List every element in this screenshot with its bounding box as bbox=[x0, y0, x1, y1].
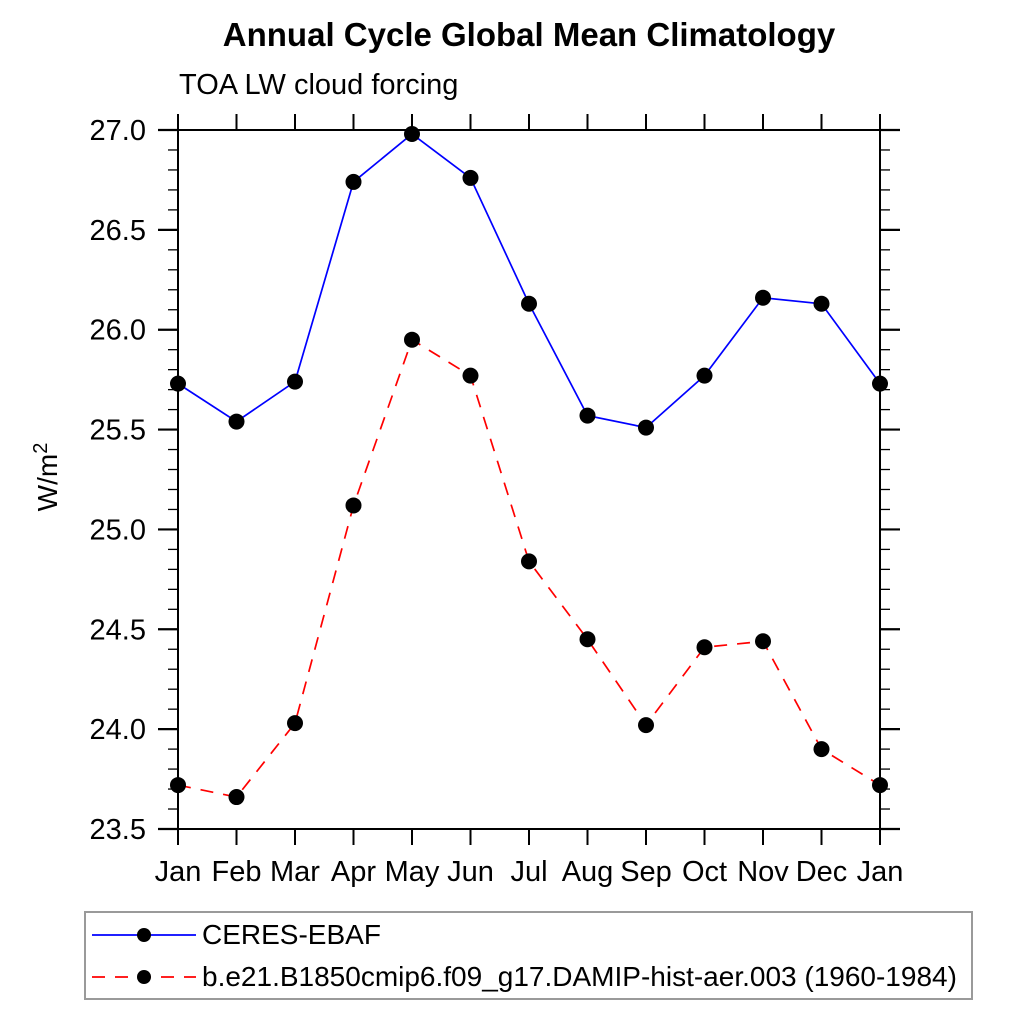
svg-text:24.5: 24.5 bbox=[90, 614, 146, 646]
svg-text:26.5: 26.5 bbox=[90, 215, 146, 247]
svg-text:Jan: Jan bbox=[857, 856, 904, 888]
legend-line-sample-ceres bbox=[92, 927, 196, 942]
legend-box: CERES-EBAF b.e21.B1850cmip6.f09_g17.DAMI… bbox=[84, 911, 973, 1000]
svg-text:Mar: Mar bbox=[270, 856, 320, 888]
svg-text:26.0: 26.0 bbox=[90, 315, 146, 347]
legend-label-ceres: CERES-EBAF bbox=[202, 918, 381, 950]
svg-text:Oct: Oct bbox=[682, 856, 727, 888]
legend-entry-model: b.e21.B1850cmip6.f09_g17.DAMIP-hist-aer.… bbox=[90, 956, 971, 998]
svg-text:Nov: Nov bbox=[737, 856, 789, 888]
svg-text:Jun: Jun bbox=[447, 856, 494, 888]
svg-text:Dec: Dec bbox=[796, 856, 848, 888]
svg-text:25.5: 25.5 bbox=[90, 415, 146, 447]
svg-text:23.5: 23.5 bbox=[90, 814, 146, 846]
svg-text:Apr: Apr bbox=[331, 856, 376, 888]
svg-text:W/m2: W/m2 bbox=[30, 443, 63, 512]
svg-text:Aug: Aug bbox=[562, 856, 614, 888]
svg-text:25.0: 25.0 bbox=[90, 514, 146, 546]
chart-title: Annual Cycle Global Mean Climatology bbox=[222, 16, 836, 53]
svg-text:Sep: Sep bbox=[620, 856, 672, 888]
svg-text:Jul: Jul bbox=[510, 856, 547, 888]
svg-text:Feb: Feb bbox=[212, 856, 262, 888]
svg-text:May: May bbox=[385, 856, 440, 888]
chart-subtitle: TOA LW cloud forcing bbox=[179, 69, 459, 101]
svg-text:24.0: 24.0 bbox=[90, 714, 146, 746]
svg-text:Jan: Jan bbox=[155, 856, 202, 888]
legend-line-sample-model bbox=[92, 969, 196, 984]
svg-text:27.0: 27.0 bbox=[90, 115, 146, 147]
legend-entry-ceres: CERES-EBAF bbox=[90, 914, 971, 956]
legend-label-model: b.e21.B1850cmip6.f09_g17.DAMIP-hist-aer.… bbox=[202, 960, 957, 992]
